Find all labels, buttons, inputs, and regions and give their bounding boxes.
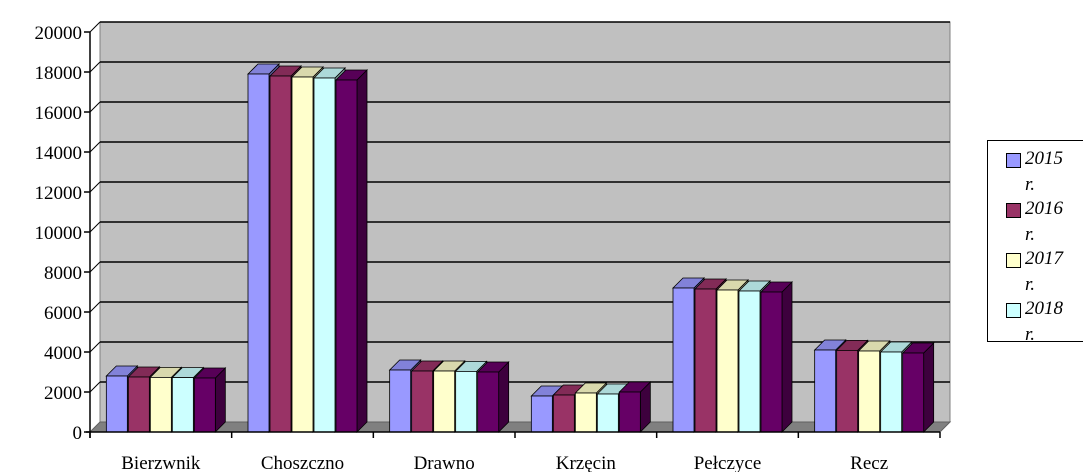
bar xyxy=(618,381,652,433)
x-tick-label: Drawno xyxy=(414,453,475,472)
bar xyxy=(760,281,793,433)
y-tick-label: 12000 xyxy=(35,183,83,204)
gridline-depth xyxy=(89,341,101,353)
x-tick-label: Pełczyce xyxy=(694,453,762,472)
gridline-depth xyxy=(89,301,101,313)
x-tick-labels: Bierzwnik Choszczno Drawno Krzęcin Pełczyce R… xyxy=(89,432,941,472)
legend-label-2015: 2015 r. xyxy=(1025,148,1063,195)
legend-label-2017: 2017 r. xyxy=(1025,248,1063,295)
x-tick-label: Recz xyxy=(850,453,888,472)
gridline-depth xyxy=(89,181,101,193)
x-tick-label: Choszczno xyxy=(261,453,344,472)
legend-swatch-2016 xyxy=(1006,203,1021,218)
y-tick-label: 14000 xyxy=(35,143,83,164)
legend-swatch-2017 xyxy=(1006,253,1021,268)
gridline-depth xyxy=(89,381,101,393)
legend-label-2018: 2018 r. xyxy=(1025,298,1063,342)
y-tick-label: 4000 xyxy=(44,343,82,364)
y-tick-label: 2000 xyxy=(44,383,82,404)
gridlines xyxy=(89,21,950,393)
legend-item-2015: 2015 r. xyxy=(1006,146,1083,206)
gridline-depth xyxy=(89,261,101,273)
legend-item-2017: 2017 r. xyxy=(1006,246,1083,306)
bar xyxy=(193,367,227,433)
legend: 2015 r. 2016 r. 2017 r. 2018 r. xyxy=(987,140,1083,342)
y-tick-label: 10000 xyxy=(35,223,83,244)
legend-item-2018: 2018 r. xyxy=(1006,296,1083,342)
y-tick-label: 18000 xyxy=(35,63,83,84)
gridline-depth xyxy=(89,21,101,33)
y-tick-label: 20000 xyxy=(35,23,83,44)
legend-item-2016: 2016 r. xyxy=(1006,196,1083,256)
bar xyxy=(335,69,368,433)
legend-swatch-2018 xyxy=(1006,303,1021,318)
y-tick-label: 6000 xyxy=(44,303,82,324)
bar xyxy=(476,361,510,433)
x-tick-label: Bierzwnik xyxy=(121,453,201,472)
gridline-depth xyxy=(89,61,101,73)
y-tick-label: 8000 xyxy=(44,263,82,284)
legend-label-2016: 2016 r. xyxy=(1025,198,1063,245)
gridline-depth xyxy=(89,221,101,233)
y-tick-label: 0 xyxy=(73,423,83,444)
gridline-depth xyxy=(89,141,101,153)
y-tick-label: 16000 xyxy=(35,103,83,124)
legend-swatch-2015 xyxy=(1006,153,1021,168)
bars xyxy=(105,63,935,433)
bar xyxy=(901,342,935,433)
y-tick-labels: 0 2000 4000 6000 8000 10000 12000 14000 16000 180… xyxy=(35,23,90,444)
x-tick-label: Krzęcin xyxy=(556,453,617,472)
gridline-depth xyxy=(89,101,101,113)
